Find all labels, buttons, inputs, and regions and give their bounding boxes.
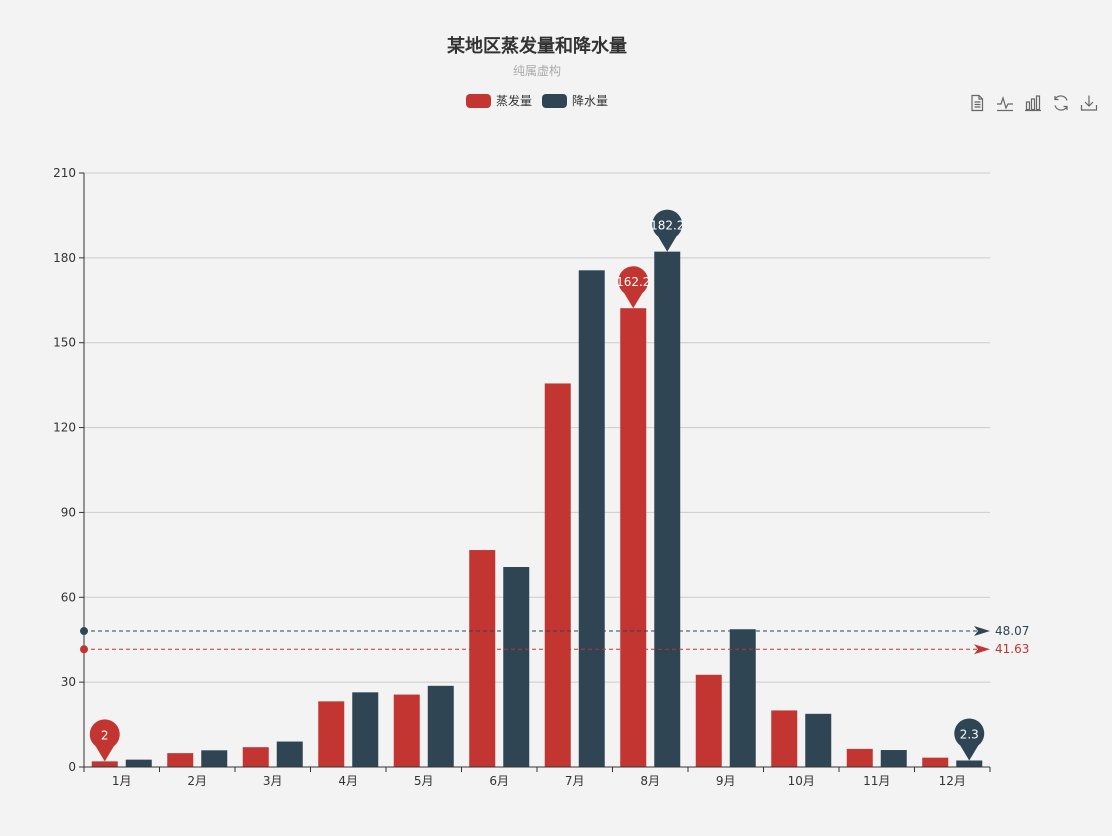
mark-line-arrow bbox=[974, 644, 990, 655]
bar-precipitation bbox=[805, 713, 832, 767]
chart-title: 某地区蒸发量和降水量 bbox=[447, 36, 627, 57]
x-tick-label: 10月 bbox=[788, 774, 815, 788]
y-tick-label: 180 bbox=[53, 251, 76, 265]
bar-precipitation bbox=[503, 567, 530, 767]
mark-point-label: 2.3 bbox=[960, 727, 979, 741]
y-tick-label: 0 bbox=[68, 760, 76, 774]
mark-line-arrow bbox=[974, 626, 990, 637]
y-tick-label: 120 bbox=[53, 421, 76, 435]
bar-precipitation bbox=[201, 750, 228, 767]
bar-evaporation bbox=[846, 748, 873, 767]
mark-point-pin bbox=[954, 718, 985, 761]
x-tick-label: 1月 bbox=[112, 774, 132, 788]
mark-point-label: 162.2 bbox=[616, 275, 650, 289]
legend-swatch-evaporation bbox=[465, 93, 491, 108]
mark-line-label: 41.63 bbox=[995, 642, 1029, 656]
y-tick-label: 60 bbox=[61, 590, 76, 604]
y-tick-label: 150 bbox=[53, 336, 76, 350]
bar-evaporation bbox=[544, 383, 571, 767]
mark-point-label: 182.2 bbox=[650, 219, 684, 233]
bar-precipitation bbox=[956, 760, 983, 767]
legend: 蒸发量 降水量 bbox=[0, 92, 1074, 109]
bar-evaporation bbox=[695, 674, 722, 767]
mark-point-pin bbox=[652, 209, 683, 252]
bar-evaporation bbox=[318, 701, 345, 767]
bar-precipitation bbox=[125, 759, 152, 767]
bar-evaporation bbox=[922, 757, 949, 767]
x-tick-label: 7月 bbox=[565, 774, 585, 788]
x-tick-label: 4月 bbox=[338, 774, 358, 788]
legend-label-evaporation: 蒸发量 bbox=[495, 94, 532, 108]
bar-evaporation bbox=[167, 753, 194, 767]
mark-point-label: 2 bbox=[101, 728, 109, 742]
x-tick-label: 3月 bbox=[263, 774, 283, 788]
bar-evaporation bbox=[393, 694, 420, 767]
x-tick-label: 2月 bbox=[187, 774, 207, 788]
bar-precipitation bbox=[276, 741, 303, 767]
bar-evaporation bbox=[91, 761, 118, 767]
save-image-icon[interactable] bbox=[1080, 94, 1098, 112]
x-tick-label: 9月 bbox=[716, 774, 736, 788]
restore-icon[interactable] bbox=[1052, 94, 1070, 112]
mark-point-pin bbox=[618, 266, 649, 309]
toolbox bbox=[968, 94, 1098, 112]
legend-label-precipitation: 降水量 bbox=[572, 94, 609, 108]
bar-precipitation bbox=[427, 685, 454, 767]
chart-subtitle: 纯属虚构 bbox=[512, 64, 561, 78]
line-chart-icon[interactable] bbox=[996, 94, 1014, 112]
bar-evaporation bbox=[771, 710, 798, 767]
y-tick-label: 30 bbox=[61, 675, 76, 689]
x-tick-label: 12月 bbox=[939, 774, 966, 788]
y-tick-label: 90 bbox=[61, 505, 76, 519]
bar-precipitation bbox=[729, 629, 756, 767]
bar-precipitation bbox=[578, 270, 605, 767]
data-view-icon[interactable] bbox=[968, 94, 986, 112]
legend-item-evaporation[interactable]: 蒸发量 bbox=[465, 92, 532, 109]
mark-point-pin bbox=[89, 719, 120, 762]
x-tick-label: 6月 bbox=[489, 774, 509, 788]
legend-swatch-precipitation bbox=[542, 93, 567, 108]
bar-precipitation bbox=[654, 251, 681, 768]
mark-line-label: 48.07 bbox=[995, 624, 1029, 638]
bar-evaporation bbox=[469, 550, 496, 767]
x-tick-label: 11月 bbox=[863, 774, 890, 788]
x-tick-label: 8月 bbox=[640, 774, 660, 788]
bar-evaporation bbox=[620, 308, 647, 767]
bar-precipitation bbox=[352, 692, 379, 767]
legend-item-precipitation[interactable]: 降水量 bbox=[542, 92, 608, 109]
y-tick-label: 210 bbox=[53, 166, 76, 180]
bar-precipitation bbox=[880, 750, 907, 767]
bar-chart-icon[interactable] bbox=[1024, 94, 1042, 112]
x-tick-label: 5月 bbox=[414, 774, 434, 788]
bar-evaporation bbox=[242, 747, 269, 767]
